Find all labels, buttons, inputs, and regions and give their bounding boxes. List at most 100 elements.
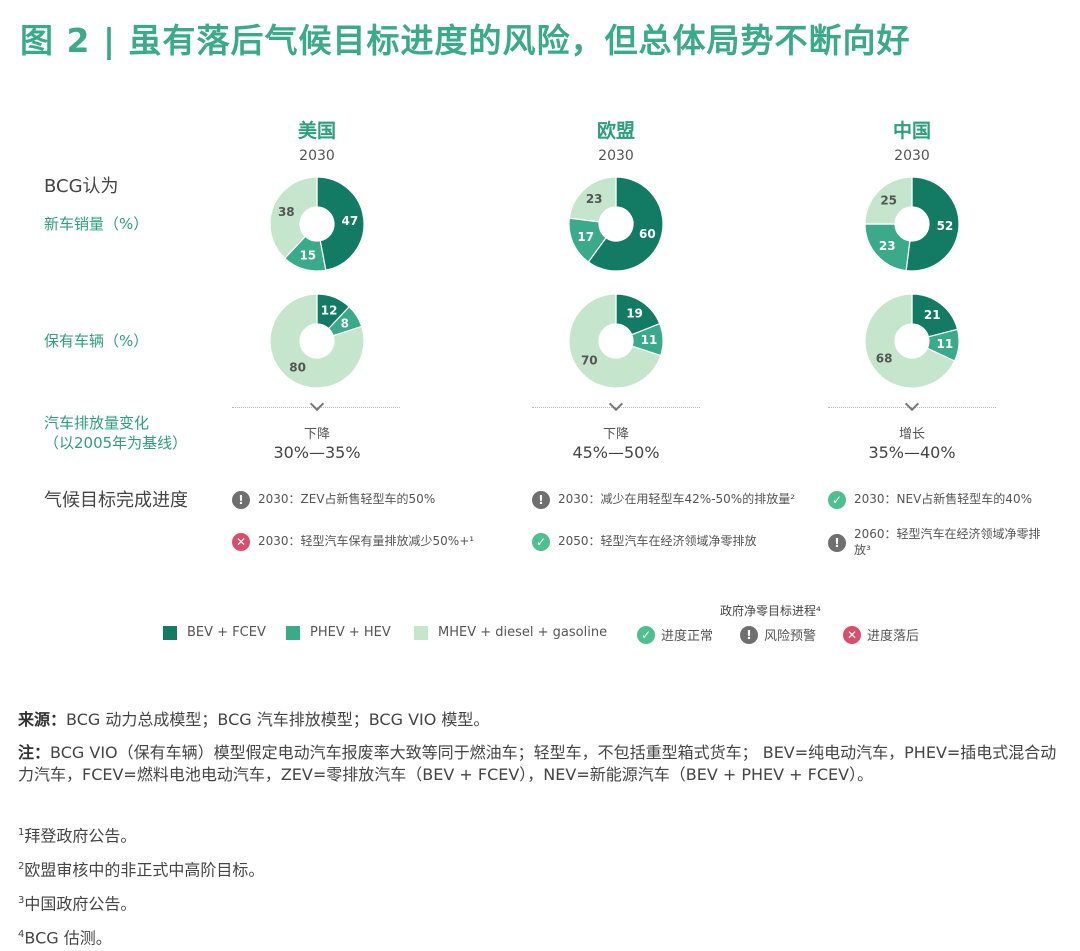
donut-data-label-bev: 21 <box>924 308 941 322</box>
donut-data-label-phev: 11 <box>641 333 658 347</box>
donut-chart-us-new-sales: 47 15 38 <box>269 176 365 272</box>
region-year-eu: 2030 <box>598 148 634 164</box>
footnote-text: 中国政府公告。 <box>24 894 137 914</box>
donut-chart-eu-stock: 19 11 70 <box>568 293 664 389</box>
note-label: 注： <box>18 743 51 762</box>
emission-change-direction-us: 下降 <box>303 427 330 442</box>
emission-change-range-cn: 35%—40% <box>868 443 956 462</box>
donut-slice-bev <box>316 176 365 271</box>
divider-dotted-cn <box>828 407 996 408</box>
donut-slice-mhev <box>864 176 913 225</box>
footnote-2: 2欧盟审核中的非正式中高阶目标。 <box>18 856 264 881</box>
donut-slice-mhev <box>864 293 956 389</box>
progress-item-us-2: ✕ 2030：轻型汽车保有量排放减少50%+¹ <box>232 533 522 551</box>
warning-icon: ! <box>532 491 550 509</box>
warning-icon: ! <box>828 534 846 552</box>
region-year-us: 2030 <box>299 148 335 164</box>
progress-item-text: 2030：NEV占新售轻型车的40% <box>854 492 1032 506</box>
source-label: 来源： <box>18 710 67 729</box>
on-track-icon: ✓ <box>532 533 550 551</box>
donut-data-label-bev: 12 <box>321 303 338 317</box>
footnote-text: BCG 估测。 <box>24 928 112 948</box>
legend-label-warning: 风险预警 <box>764 629 817 644</box>
donut-data-label-bev: 60 <box>639 227 656 241</box>
emission-change-direction-eu: 下降 <box>602 427 629 442</box>
donut-data-label-phev: 11 <box>937 337 954 351</box>
footnote-mark: 2 <box>18 861 25 872</box>
donut-data-label-bev: 47 <box>342 214 359 228</box>
gov-progress-legend-title: 政府净零目标进程⁴ <box>720 604 821 618</box>
progress-item-eu-1: ! 2030：减少在用轻型车42%-50%的排放量² <box>532 491 822 509</box>
footnote-mark: 3 <box>18 895 25 906</box>
donut-slice-mhev <box>568 293 662 389</box>
donut-slice-mhev <box>269 293 365 389</box>
donut-chart-cn-new-sales: 52 23 25 <box>864 176 960 272</box>
row-label-new-sales: 新车销量（%） <box>44 215 149 233</box>
region-name-cn: 中国 <box>892 120 931 142</box>
donut-data-label-phev: 23 <box>879 239 896 253</box>
notes: 注：BCG VIO（保有车辆）模型假定电动汽车报废率大致等同于燃油车；轻型车，不… <box>18 742 1063 786</box>
emission-change-range-eu: 45%—50% <box>572 443 660 462</box>
donut-slice-bev <box>905 176 960 272</box>
donut-slice-mhev <box>269 176 318 260</box>
emission-change-range-us: 30%—35% <box>273 443 361 462</box>
progress-item-text: 2030：轻型汽车保有量排放减少50%+¹ <box>258 534 475 548</box>
donut-chart-us-stock: 128 80 <box>269 293 365 389</box>
legend-on-track: ✓ 进度正常 <box>637 625 713 644</box>
progress-item-text: 2050：轻型汽车在经济领域净零排放 <box>558 534 757 548</box>
donut-data-label-mhev: 80 <box>289 361 306 375</box>
legend-swatch-mhev <box>414 625 428 640</box>
progress-item-text: 2030：ZEV占新售轻型车的50% <box>258 492 436 506</box>
donut-data-label-phev: 15 <box>299 249 316 263</box>
page-title: 图 2 | 虽有落后气候目标进度的风险，但总体局势不断向好 <box>20 21 911 60</box>
behind-icon: ✕ <box>232 533 250 551</box>
note-text: BCG VIO（保有车辆）模型假定电动汽车报废率大致等同于燃油车；轻型车，不包括… <box>18 743 1057 784</box>
legend-behind: ✕ 进度落后 <box>843 625 919 644</box>
donut-data-label-mhev: 70 <box>581 353 598 367</box>
on-track-icon: ✓ <box>828 491 846 509</box>
bcg-label: BCG认为 <box>44 176 119 197</box>
footnote-4: 4BCG 估测。 <box>18 924 112 949</box>
legend-swatch-bev <box>163 625 177 640</box>
row-label-emissions: 汽车排放量变化 <box>44 414 150 432</box>
donut-data-label-mhev: 23 <box>586 192 603 206</box>
footnote-text: 欧盟审核中的非正式中高阶目标。 <box>24 860 265 880</box>
behind-icon: ✕ <box>843 625 861 644</box>
warning-icon: ! <box>232 491 250 509</box>
donut-chart-cn-stock: 21 11 68 <box>864 293 960 389</box>
chevron-down-icon <box>904 396 920 412</box>
chevron-down-icon <box>608 396 624 412</box>
donut-data-label-bev: 52 <box>937 219 954 233</box>
progress-item-cn-1: ✓ 2030：NEV占新售轻型车的40% <box>828 491 1073 509</box>
progress-item-eu-2: ✓ 2050：轻型汽车在经济领域净零排放 <box>532 533 822 551</box>
footnote-3: 3中国政府公告。 <box>18 890 136 915</box>
region-name-us: 美国 <box>297 120 336 142</box>
donut-chart-eu-new-sales: 60 17 23 <box>568 176 664 272</box>
donut-slice-bev <box>587 176 664 272</box>
warning-icon: ! <box>740 625 758 644</box>
source-text: BCG 动力总成模型；BCG 汽车排放模型；BCG VIO 模型。 <box>66 710 490 729</box>
divider-dotted-us <box>232 407 400 408</box>
donut-slice-mhev <box>568 176 617 223</box>
progress-item-text: 2030：减少在用轻型车42%-50%的排放量² <box>558 492 796 506</box>
footnote-1: 1拜登政府公告。 <box>18 822 136 847</box>
footnote-text: 拜登政府公告。 <box>24 826 137 846</box>
legend-label-mhev: MHEV + diesel + gasoline <box>438 625 608 640</box>
progress-label: 气候目标完成进度 <box>44 490 188 511</box>
donut-data-label-phev: 17 <box>577 230 594 244</box>
progress-item-cn-2: ! 2060：轻型汽车在经济领域净零排放³ <box>828 526 1043 558</box>
donut-data-label-mhev: 38 <box>278 205 295 219</box>
progress-item-text: 2060：轻型汽车在经济领域净零排放³ <box>854 527 1041 557</box>
legend-mhev: MHEV + diesel + gasoline <box>414 625 607 640</box>
emission-change-direction-cn: 增长 <box>898 427 925 442</box>
donut-data-label-bev: 19 <box>626 307 643 321</box>
on-track-icon: ✓ <box>637 625 655 644</box>
legend-label-on-track: 进度正常 <box>661 629 714 644</box>
divider-dotted-eu <box>532 407 700 408</box>
row-label-emissions-baseline: （以2005年为基线） <box>44 434 188 452</box>
footnote-mark: 4 <box>18 929 25 940</box>
source-note: 来源：BCG 动力总成模型；BCG 汽车排放模型；BCG VIO 模型。 <box>18 709 1063 731</box>
chevron-down-icon <box>309 396 325 412</box>
legend-label-bev: BEV + FCEV <box>187 625 266 640</box>
legend-warning: ! 风险预警 <box>740 625 816 644</box>
